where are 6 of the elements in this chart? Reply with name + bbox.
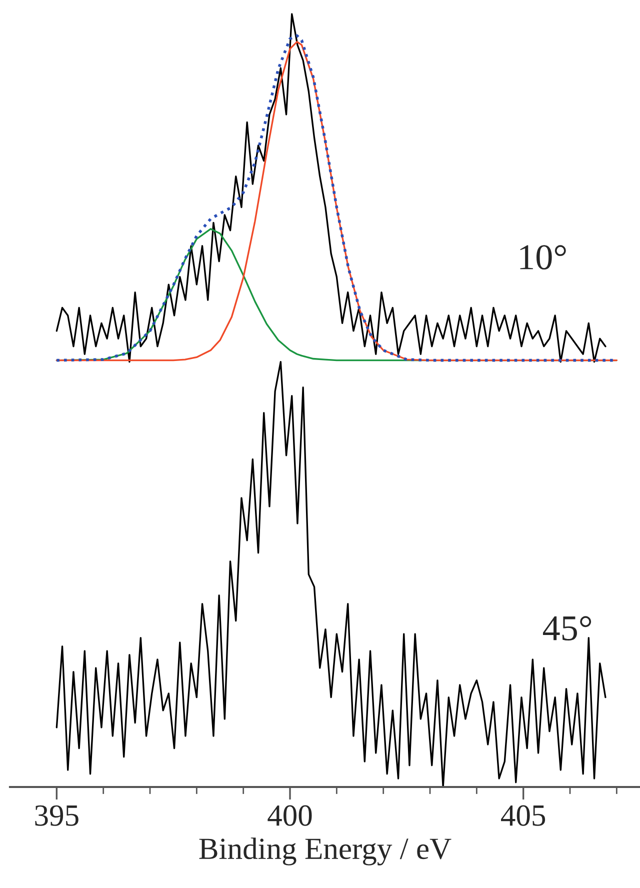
x-tick-label: 395 — [35, 805, 78, 826]
annotation: 45° — [542, 616, 592, 641]
x-tick-label: 405 — [501, 805, 546, 826]
x-tick-label: 400 — [268, 805, 312, 826]
annotation: 10° — [520, 245, 566, 270]
x-axis-title: Binding Energy / eV — [199, 838, 452, 866]
